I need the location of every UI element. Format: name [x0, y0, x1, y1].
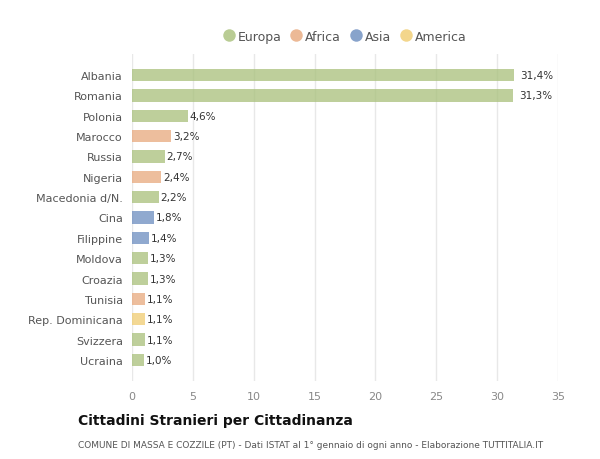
Bar	[132, 192, 159, 204]
Text: 1,4%: 1,4%	[151, 233, 178, 243]
Bar	[132, 212, 154, 224]
Bar	[132, 151, 165, 163]
Text: Cittadini Stranieri per Cittadinanza: Cittadini Stranieri per Cittadinanza	[78, 414, 353, 428]
Text: 1,3%: 1,3%	[149, 274, 176, 284]
Text: 2,7%: 2,7%	[167, 152, 193, 162]
Text: COMUNE DI MASSA E COZZILE (PT) - Dati ISTAT al 1° gennaio di ogni anno - Elabora: COMUNE DI MASSA E COZZILE (PT) - Dati IS…	[78, 441, 543, 449]
Bar	[132, 90, 513, 102]
Bar	[132, 111, 188, 123]
Text: 31,4%: 31,4%	[520, 71, 553, 81]
Text: 31,3%: 31,3%	[519, 91, 552, 101]
Bar	[132, 252, 148, 265]
Text: 1,1%: 1,1%	[147, 335, 174, 345]
Bar	[132, 313, 145, 325]
Text: 1,3%: 1,3%	[149, 254, 176, 263]
Text: 2,2%: 2,2%	[161, 193, 187, 203]
Text: 3,2%: 3,2%	[173, 132, 199, 142]
Bar	[132, 273, 148, 285]
Bar	[132, 232, 149, 244]
Bar	[132, 171, 161, 184]
Text: 1,8%: 1,8%	[156, 213, 182, 223]
Bar	[132, 354, 144, 366]
Bar	[132, 334, 145, 346]
Text: 1,0%: 1,0%	[146, 355, 172, 365]
Bar	[132, 293, 145, 305]
Text: 2,4%: 2,4%	[163, 173, 190, 182]
Legend: Europa, Africa, Asia, America: Europa, Africa, Asia, America	[218, 25, 472, 48]
Bar	[132, 131, 171, 143]
Text: 1,1%: 1,1%	[147, 294, 174, 304]
Bar	[132, 70, 514, 82]
Text: 1,1%: 1,1%	[147, 314, 174, 325]
Text: 4,6%: 4,6%	[190, 112, 217, 122]
